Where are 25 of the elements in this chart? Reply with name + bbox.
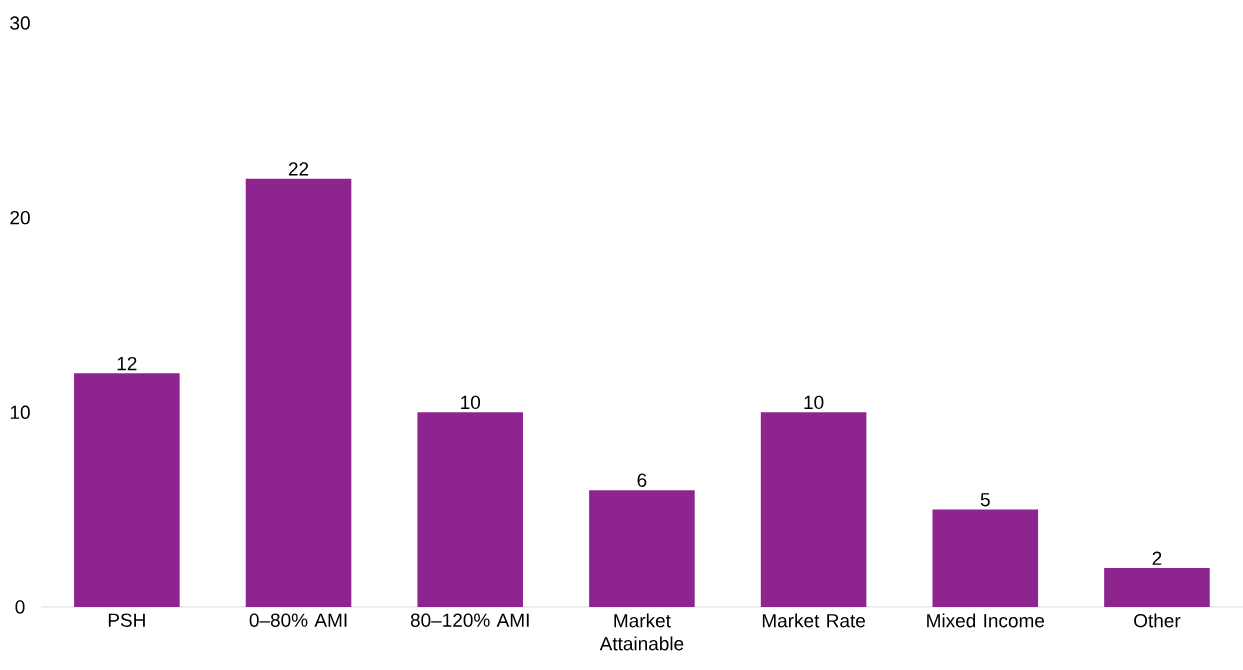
data-label: 12 [117, 356, 137, 371]
x-tick-label: Market Attainable [599, 613, 684, 651]
data-label: 10 [804, 395, 824, 410]
bar [245, 178, 352, 607]
x-tick-label: Mixed Income [927, 613, 1045, 628]
bar [417, 412, 524, 607]
x-tick-label: 80–120% AMI [410, 613, 529, 627]
x-tick-label: PSH [108, 613, 145, 627]
x-tick-label: Market Rate [762, 613, 865, 628]
bar [589, 490, 695, 607]
data-label: 5 [980, 493, 990, 507]
bar [760, 412, 867, 607]
data-label: 2 [1152, 551, 1162, 565]
data-label: 22 [288, 162, 309, 176]
y-tick-label: 0 [15, 600, 25, 614]
x-tick-label: Other [1134, 613, 1181, 628]
data-label: 6 [637, 473, 647, 487]
y-tick-label: 30 [10, 16, 30, 30]
x-tick-label: 0–80% AMI [249, 613, 347, 627]
bar [74, 373, 180, 607]
bar [932, 509, 1039, 607]
y-tick-label: 20 [10, 210, 30, 225]
y-tick-label: 10 [10, 405, 30, 420]
data-label: 10 [461, 395, 481, 410]
bar [1104, 568, 1210, 607]
